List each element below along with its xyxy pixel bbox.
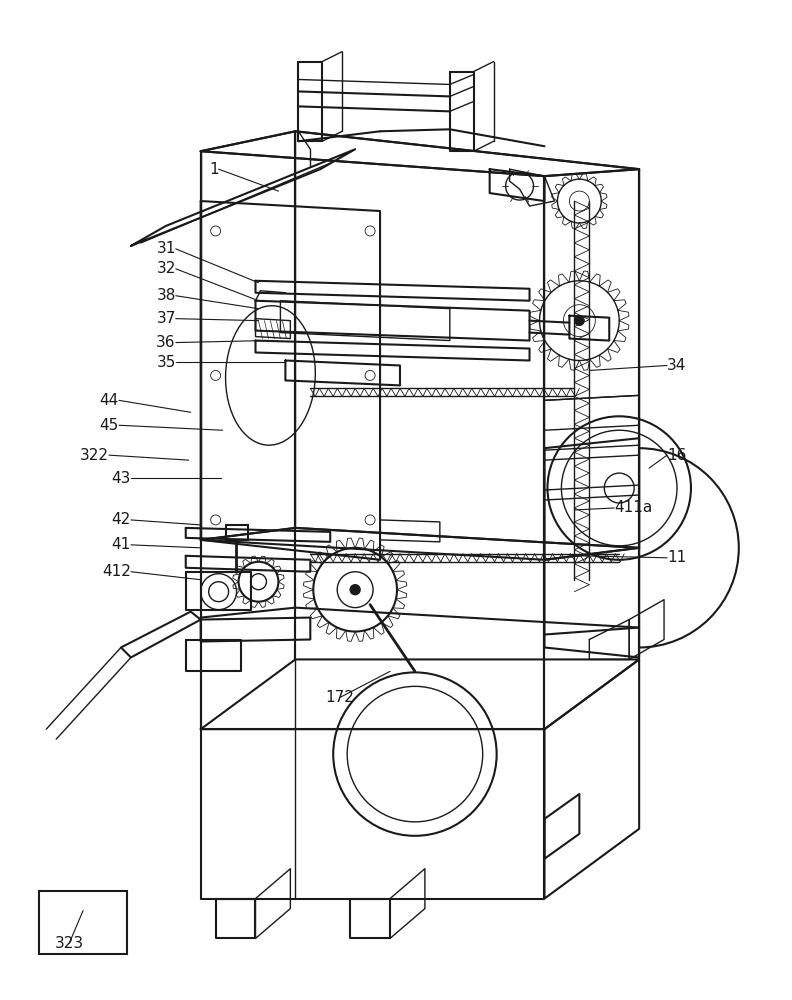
Text: 32: 32	[156, 261, 176, 276]
Text: 412: 412	[102, 564, 131, 579]
Bar	[226, 525, 248, 540]
Text: 45: 45	[100, 418, 119, 433]
Text: 41: 41	[112, 537, 131, 552]
Text: 34: 34	[667, 358, 687, 373]
Text: 16: 16	[667, 448, 687, 463]
Text: 36: 36	[156, 335, 176, 350]
Text: 38: 38	[156, 288, 176, 303]
Text: 43: 43	[112, 471, 131, 486]
Circle shape	[574, 316, 584, 326]
Text: 44: 44	[100, 393, 119, 408]
Text: 11: 11	[667, 550, 687, 565]
Text: 322: 322	[80, 448, 109, 463]
Text: 42: 42	[112, 512, 131, 527]
Text: 31: 31	[156, 241, 176, 256]
Text: 172: 172	[326, 690, 355, 705]
Text: 1: 1	[209, 162, 219, 177]
Circle shape	[350, 585, 360, 595]
Bar	[40, 891, 127, 954]
Text: 411a: 411a	[615, 500, 653, 515]
Text: 323: 323	[55, 936, 84, 951]
Text: 35: 35	[156, 355, 176, 370]
Text: 37: 37	[156, 311, 176, 326]
